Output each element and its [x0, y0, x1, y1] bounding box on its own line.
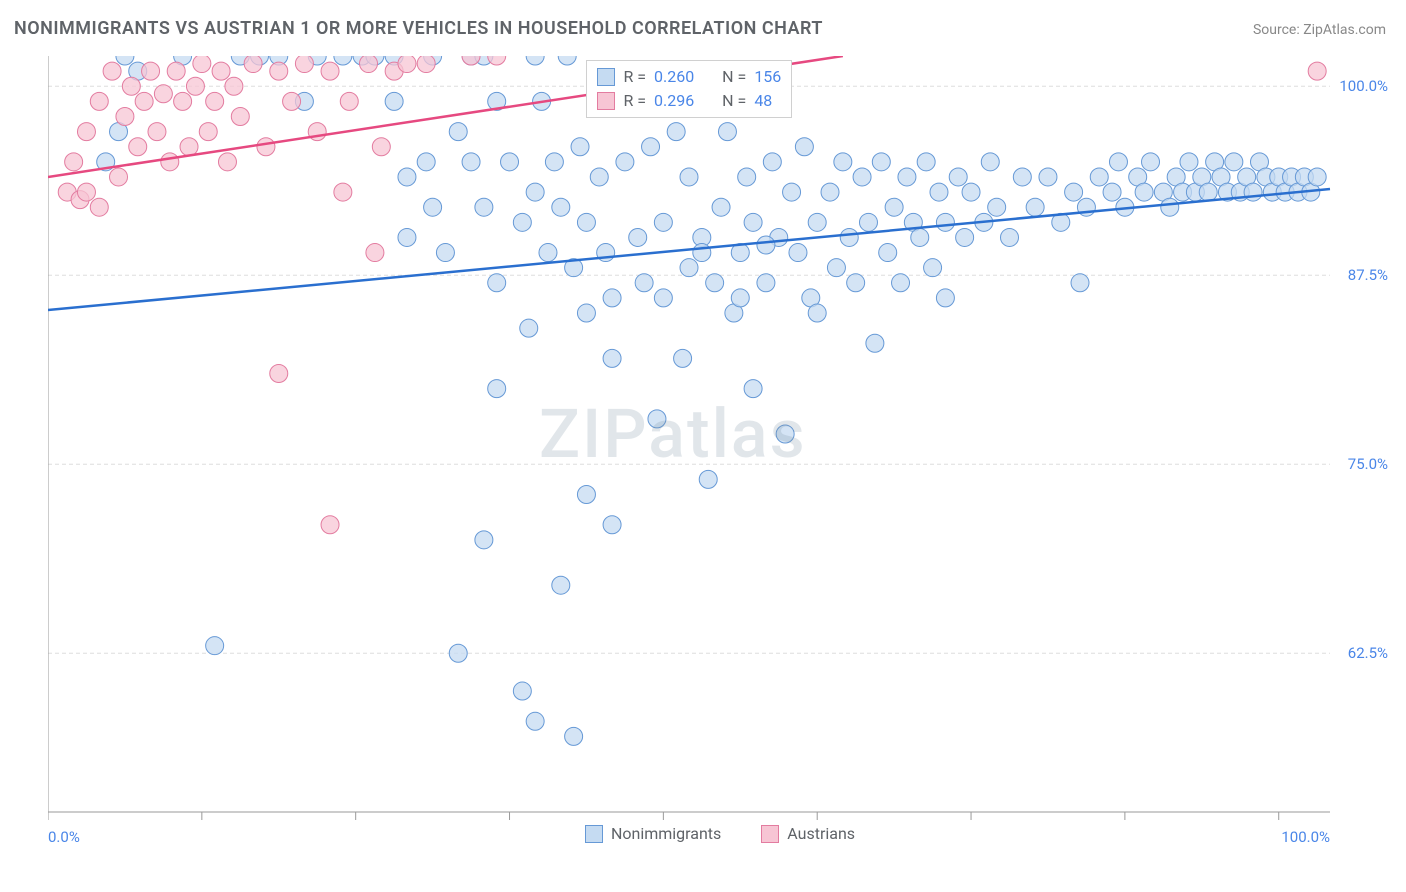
legend-label: Nonimmigrants — [611, 824, 721, 843]
legend-label: Austrians — [787, 824, 855, 843]
legend-item: Austrians — [761, 824, 855, 843]
source-prefix: Source: — [1253, 22, 1303, 38]
source-link[interactable]: ZipAtlas.com — [1303, 22, 1386, 38]
page-title: NONIMMIGRANTS VS AUSTRIAN 1 OR MORE VEHI… — [14, 18, 823, 39]
legend-bottom: Nonimmigrants Austrians — [48, 824, 1392, 843]
y-tick-labels: 100.0%87.5%75.0%62.5% — [48, 56, 1330, 812]
y-tick-label: 87.5% — [1318, 266, 1388, 284]
legend-item: Nonimmigrants — [585, 824, 721, 843]
chart-container: ZIPatlas R = 0.260 N = 156 R = 0.296 N =… — [48, 56, 1392, 848]
y-tick-label: 75.0% — [1318, 455, 1388, 473]
legend-swatch — [585, 825, 603, 843]
y-tick-label: 62.5% — [1318, 644, 1388, 662]
source-attribution: Source: ZipAtlas.com — [1253, 22, 1386, 38]
y-tick-label: 100.0% — [1318, 77, 1388, 95]
legend-swatch — [761, 825, 779, 843]
